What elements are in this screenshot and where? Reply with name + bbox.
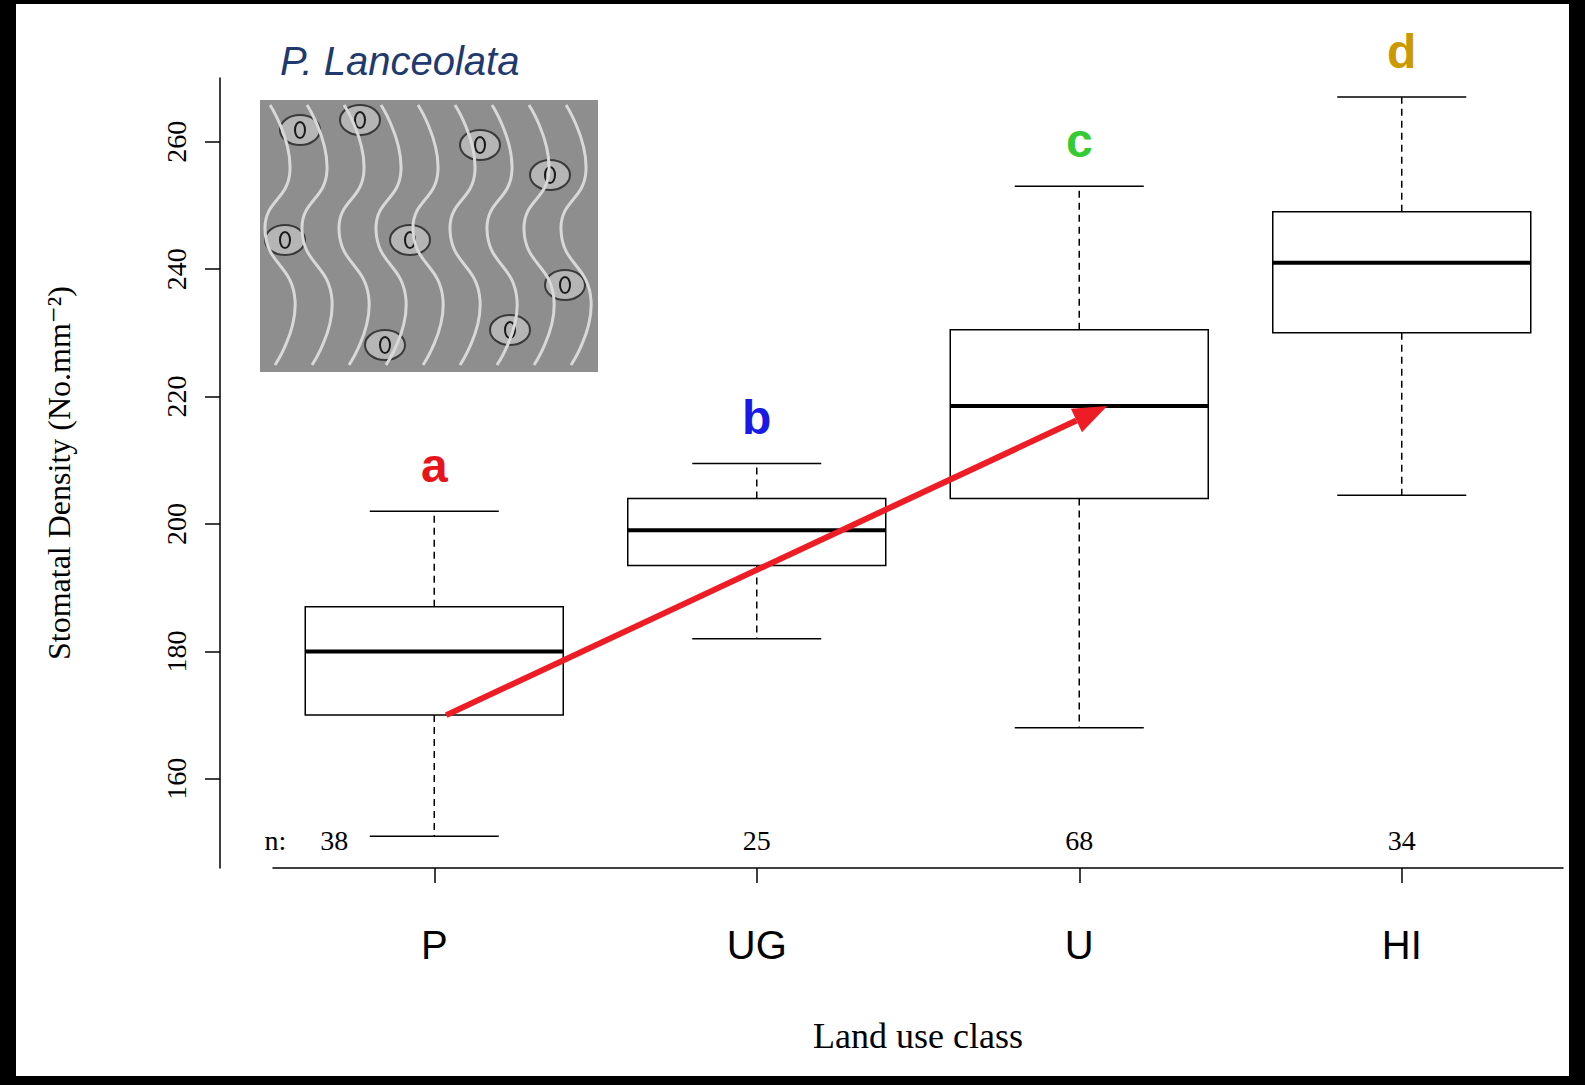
svg-text:200: 200 (161, 503, 192, 545)
svg-text:P: P (421, 923, 448, 967)
svg-text:240: 240 (161, 248, 192, 290)
svg-text:P. Lanceolata: P. Lanceolata (280, 39, 519, 83)
svg-text:b: b (742, 391, 771, 444)
svg-text:260: 260 (161, 121, 192, 163)
svg-text:160: 160 (161, 758, 192, 800)
svg-text:HI: HI (1382, 923, 1422, 967)
svg-text:a: a (421, 439, 448, 492)
svg-text:U: U (1065, 923, 1094, 967)
svg-text:34: 34 (1388, 825, 1416, 856)
svg-text:n:: n: (264, 825, 286, 856)
svg-text:38: 38 (320, 825, 348, 856)
svg-text:c: c (1066, 114, 1093, 167)
svg-text:220: 220 (161, 376, 192, 418)
svg-text:UG: UG (727, 923, 787, 967)
svg-text:25: 25 (743, 825, 771, 856)
svg-text:180: 180 (161, 630, 192, 672)
svg-text:68: 68 (1065, 825, 1093, 856)
svg-text:Stomatal Density (No.mm⁻²): Stomatal Density (No.mm⁻²) (41, 286, 77, 660)
svg-text:Land use class: Land use class (813, 1016, 1023, 1056)
svg-text:d: d (1387, 25, 1416, 78)
